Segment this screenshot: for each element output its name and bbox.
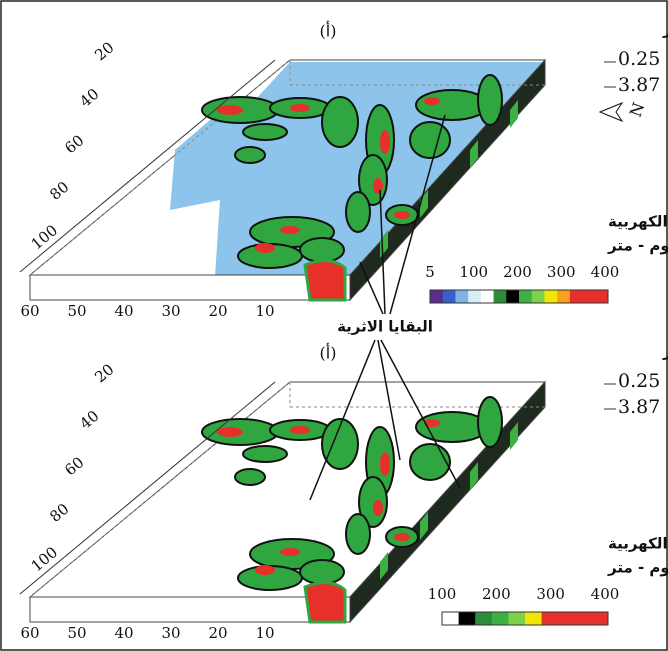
colorbar-cell [430,290,443,303]
anomaly [410,122,450,158]
figure: 20406080100605040302010(أ)العمق بالمتر0.… [0,0,668,651]
front-face [30,597,350,622]
anomaly-core [380,130,390,154]
anomaly [416,90,488,120]
colorbar-tick-label: 200 [482,585,511,603]
front-face [30,275,350,300]
colorbar-cell [558,612,575,625]
depth-label: 3.87 [618,396,660,418]
anomaly [346,192,370,232]
anomaly [300,560,344,584]
colorbar-cell [492,612,509,625]
legend-title: بالأوم - متر [607,559,668,577]
anomaly [235,147,265,163]
colorbar-cell [525,612,542,625]
front-tick-label: 60 [20,624,39,642]
colorbar-cell [557,290,570,303]
colorbar-cell [542,612,559,625]
colorbar-cell [443,290,456,303]
depth-title: العمق بالمتر [662,21,668,39]
front-tick-label: 30 [161,302,180,320]
colorbar-cell [475,612,492,625]
colorbar-cell [508,612,525,625]
colorbar-cell [442,612,459,625]
colorbar-cell [575,612,592,625]
anomaly [243,446,287,462]
anomaly-core [394,533,410,541]
legend-title: بالأوم - متر [607,237,668,255]
front-tick-label: 60 [20,302,39,320]
anomaly [322,97,358,147]
anomaly [235,469,265,485]
depth-label: 3.87 [618,74,660,96]
colorbar-tick-label: 400 [591,263,620,281]
anomaly-core [280,548,300,556]
front-tick-label: 30 [161,624,180,642]
anomaly [243,124,287,140]
panel-label: (أ) [320,21,337,41]
colorbar-tick-label: 300 [536,585,565,603]
anomaly-core [380,452,390,476]
colorbar-cell [570,290,583,303]
anomaly [478,75,502,125]
colorbar-cell [519,290,532,303]
colorbar-cell [583,290,596,303]
front-tick-label: 10 [255,302,274,320]
colorbar-cell [468,290,481,303]
colorbar-cell [455,290,468,303]
anomaly-core [290,426,310,434]
anomaly-core [255,565,275,575]
colorbar-cell [459,612,476,625]
anomaly [478,397,502,447]
colorbar-cell [591,612,608,625]
corner-anomaly [305,583,345,622]
colorbar-tick-label: 300 [547,263,576,281]
anomaly [300,238,344,262]
colorbar-cell [595,290,608,303]
panel-label: (أ) [320,343,337,363]
colorbar-tick-label: 400 [591,585,620,603]
front-tick-label: 40 [114,624,133,642]
colorbar-cell [481,290,494,303]
colorbar-cell [544,290,557,303]
legend-title: المقاومة الكهربية [608,535,668,553]
anomaly-core [424,97,440,105]
colorbar-cell [506,290,519,303]
anomaly-core [217,105,243,115]
colorbar-tick-label: 100 [428,585,457,603]
anomaly-core [255,243,275,253]
anomaly-core [290,104,310,112]
corner-anomaly [305,261,345,300]
colorbar-cell [494,290,507,303]
anomaly-core [373,500,383,516]
anomaly-core [373,178,383,194]
colorbar-cell [532,290,545,303]
depth-title: العمق بالمتر [662,343,668,361]
depth-label: 0.25 [618,370,660,392]
front-tick-label: 40 [114,302,133,320]
annotation: البقايا الاثرية [337,318,433,336]
depth-label: 0.25 [618,48,660,70]
front-tick-label: 50 [67,302,86,320]
front-tick-label: 10 [255,624,274,642]
legend-title: المقاومة الكهربية [608,213,668,231]
colorbar-tick-label: 100 [459,263,488,281]
colorbar-tick-label: 200 [503,263,532,281]
anomaly [410,444,450,480]
front-tick-label: 20 [208,302,227,320]
anomaly [346,514,370,554]
colorbar-tick-label: 5 [425,263,435,281]
anomaly-core [280,226,300,234]
anomaly-core [394,211,410,219]
front-tick-label: 50 [67,624,86,642]
anomaly-core [217,427,243,437]
front-tick-label: 20 [208,624,227,642]
